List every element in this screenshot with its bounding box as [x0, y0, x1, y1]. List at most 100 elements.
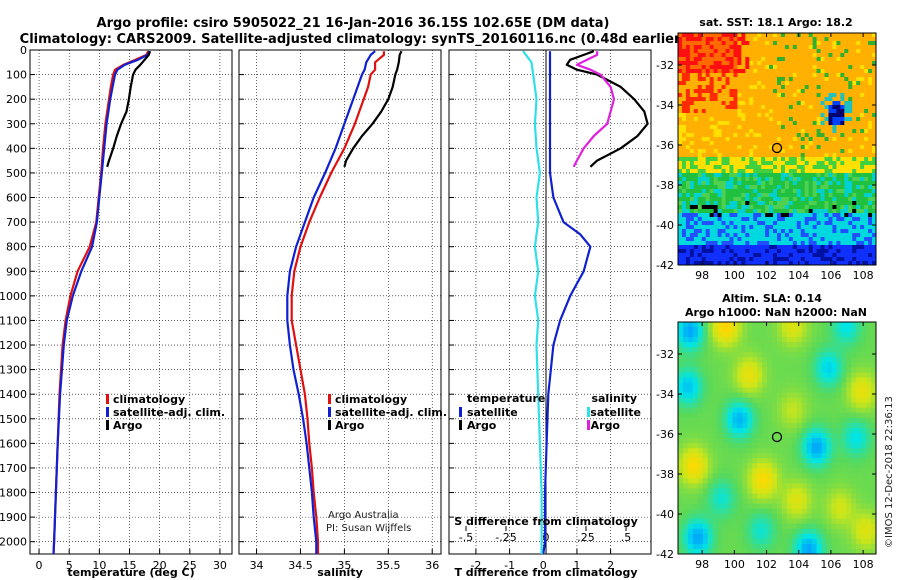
map-cell	[816, 145, 821, 150]
map-cell	[737, 145, 742, 150]
map-cell	[701, 253, 707, 258]
map-cell	[871, 483, 877, 489]
map-cell	[836, 257, 841, 262]
map-cell	[722, 518, 728, 525]
x-tick-label: 10	[92, 559, 106, 572]
map-cell	[821, 392, 827, 399]
map-cell	[757, 49, 762, 54]
map-cell	[832, 125, 837, 130]
map-cell	[777, 488, 783, 494]
map-cell	[826, 488, 832, 494]
map-cell	[777, 81, 782, 86]
map-cell	[784, 41, 790, 46]
map-cell	[678, 233, 683, 238]
map-cell	[840, 177, 845, 182]
map-cell	[747, 468, 753, 474]
map-cell	[747, 367, 753, 373]
map-cell	[747, 322, 753, 328]
map-cell	[753, 117, 758, 122]
map-cell	[872, 241, 877, 246]
map-cell	[781, 478, 788, 484]
map-cell	[733, 205, 738, 210]
map-cell	[804, 177, 810, 182]
map-cell	[678, 483, 684, 489]
map-cell	[844, 125, 849, 130]
map-cell	[840, 245, 845, 250]
map-cell	[717, 193, 722, 198]
map-cell	[678, 57, 683, 62]
map-cell	[767, 327, 773, 333]
map-cell	[709, 257, 715, 262]
map-cell	[727, 392, 733, 399]
map-cell	[697, 41, 703, 46]
depth-tick-label: 900	[6, 265, 27, 278]
map-cell	[777, 233, 782, 238]
map-cell	[729, 253, 734, 258]
map-cell	[689, 113, 695, 118]
map-cell	[717, 45, 722, 50]
map-cell	[712, 508, 718, 515]
map-cell	[687, 397, 694, 404]
map-cell	[804, 149, 810, 154]
map-cell	[687, 478, 694, 484]
map-cell	[709, 105, 715, 110]
map-cell	[864, 253, 869, 258]
map-cell	[705, 233, 711, 238]
map-cell	[846, 463, 852, 469]
map-cell	[689, 73, 695, 78]
map-cell	[713, 153, 718, 158]
map-cell	[806, 342, 813, 348]
map-cell	[832, 89, 837, 94]
map-cell	[828, 117, 833, 122]
map-cell	[737, 322, 743, 328]
map-cell	[812, 89, 817, 94]
map-cell	[820, 93, 825, 98]
map-cell	[749, 189, 754, 194]
map-cell	[806, 322, 813, 328]
map-cell	[777, 217, 782, 222]
map-cell	[788, 229, 794, 234]
map-cell	[800, 109, 806, 114]
map-cell	[852, 97, 857, 102]
map-cell	[808, 253, 814, 258]
map-cell	[820, 153, 825, 158]
map-cell	[717, 448, 723, 454]
map-cell	[707, 508, 714, 515]
map-cell	[840, 237, 845, 242]
map-cell	[713, 181, 718, 186]
map-cell	[765, 221, 770, 226]
map-cell	[773, 233, 778, 238]
map-cell	[713, 205, 718, 210]
map-cell	[801, 478, 808, 484]
map-cell	[773, 217, 778, 222]
map-cell	[836, 367, 842, 373]
map-cell	[685, 125, 691, 130]
map-cell	[681, 221, 687, 226]
map-cell	[732, 453, 738, 459]
map-cell	[856, 65, 861, 70]
map-cell	[753, 97, 758, 102]
map-cell	[717, 109, 722, 114]
map-cell	[848, 197, 853, 202]
map-cell	[749, 97, 754, 102]
map-cell	[692, 478, 699, 484]
map-cell	[773, 81, 778, 86]
map-cell	[864, 129, 869, 134]
map-cell	[682, 337, 689, 343]
map-cell	[871, 448, 877, 454]
map-cell	[820, 37, 825, 42]
map-cell	[861, 362, 867, 368]
map-cell	[717, 412, 723, 419]
map-cell	[769, 85, 774, 90]
map-cell	[753, 165, 758, 170]
map-cell	[812, 149, 817, 154]
map-cell	[692, 337, 699, 343]
map-cell	[709, 137, 715, 142]
map-cell	[777, 201, 782, 206]
map-cell	[824, 101, 829, 106]
map-cell	[712, 538, 718, 545]
map-cell	[685, 201, 691, 206]
map-cell	[717, 257, 722, 262]
map-cell	[761, 77, 766, 82]
map-cell	[712, 402, 718, 409]
